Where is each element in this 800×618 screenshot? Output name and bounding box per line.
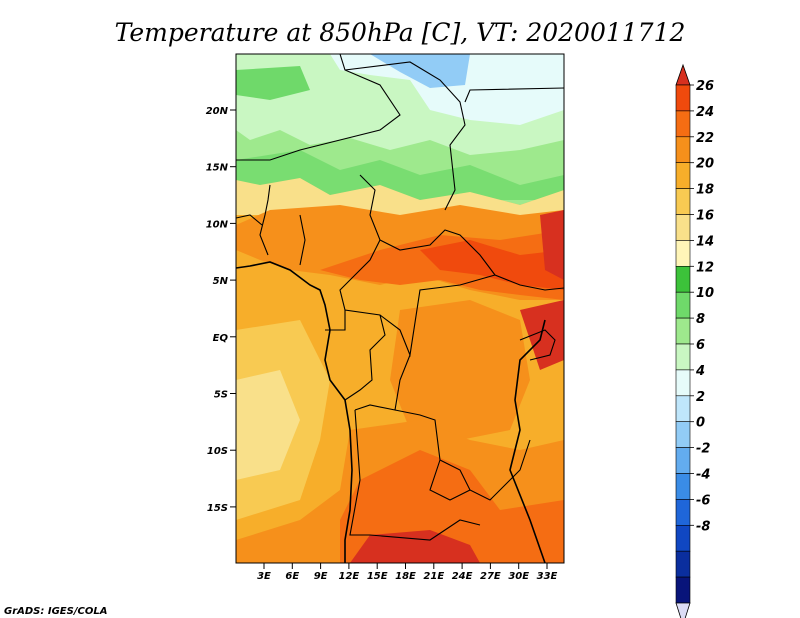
colorbar-swatch (675, 343, 691, 371)
colorbar-swatch (675, 291, 691, 319)
colorbar-tick-label: 6 (696, 338, 705, 353)
colorbar-tick-label: -2 (696, 442, 710, 457)
colorbar-tick-label: 4 (695, 364, 705, 379)
lon-tick-label: 21E (423, 571, 444, 582)
colorbar-tick-label: 22 (696, 131, 714, 146)
lon-tick-label: 18E (395, 571, 416, 582)
lon-tick-label: 30E (508, 571, 529, 582)
colorbar-swatch (675, 162, 691, 189)
colorbar-swatch (675, 84, 691, 112)
lat-tick-label: 15N (206, 163, 229, 174)
colorbar-swatch (675, 265, 691, 293)
colorbar-swatch (675, 447, 691, 474)
colorbar-swatch (675, 110, 691, 138)
temperature-map (236, 54, 564, 563)
lat-tick-label: 5N (213, 276, 229, 287)
colorbar-tick-label: 26 (696, 79, 714, 94)
colorbar-bottom-arrow (675, 602, 691, 618)
colorbar-tick-label: 8 (696, 312, 705, 327)
lat-tick-label: 10S (207, 446, 228, 457)
colorbar-tick-label: -6 (696, 493, 710, 508)
map-frame (235, 53, 565, 564)
lon-tick-label: 9E (314, 571, 328, 582)
colorbar-swatch (675, 395, 691, 422)
credit-text: GrADS: IGES/COLA (4, 606, 107, 617)
lat-tick-label: 20N (206, 106, 229, 117)
colorbar-tick-label: 24 (696, 105, 714, 120)
colorbar-tick-label: 20 (696, 157, 714, 172)
colorbar-swatch (675, 499, 691, 526)
lon-tick-label: 6E (285, 571, 299, 582)
colorbar-swatch (675, 136, 691, 164)
lon-tick-label: 24E (452, 571, 473, 582)
lon-tick-label: 3E (257, 571, 271, 582)
figure-title: Temperature at 850hPa [C], VT: 202001171… (115, 18, 686, 47)
colorbar-swatch (675, 524, 691, 552)
colorbar-top-arrow (675, 63, 691, 86)
colorbar-swatch (675, 188, 691, 215)
lat-tick-label: 5S (214, 390, 228, 401)
colorbar-swatch (675, 576, 691, 604)
lon-tick-label: 33E (537, 571, 558, 582)
colorbar-swatch (675, 421, 691, 448)
colorbar-tick-label: 2 (696, 390, 705, 405)
colorbar-swatch (675, 240, 691, 267)
colorbar-tick-label: 0 (696, 416, 705, 431)
colorbar-swatch (675, 550, 691, 578)
colorbar-swatch (675, 473, 691, 500)
lon-tick-label: 15E (367, 571, 388, 582)
colorbar-tick-label: 14 (696, 234, 714, 249)
latitude-axis: 20N 15N 10N 5N EQ 5S 10S 15S (206, 106, 236, 514)
colorbar-swatch (675, 369, 691, 397)
colorbar-tick-label: 16 (696, 209, 714, 224)
colorbar-tick-label: 18 (696, 183, 714, 198)
colorbar-swatch (675, 317, 691, 345)
lon-tick-label: 12E (339, 571, 360, 582)
colorbar (675, 63, 691, 618)
lat-tick-label: 10N (206, 219, 229, 230)
colorbar-swatch (675, 214, 691, 241)
colorbar-tick-label: 12 (696, 260, 714, 275)
longitude-axis: 3E 6E 9E 12E 15E 18E 21E 24E 27E 30E 33E (257, 563, 558, 582)
lon-tick-label: 27E (480, 571, 501, 582)
colorbar-tick-label: -8 (696, 519, 710, 534)
colorbar-tick-label: -4 (696, 468, 710, 483)
lat-tick-label: 15S (207, 503, 228, 514)
lat-tick-label: EQ (213, 333, 229, 344)
colorbar-tick-label: 10 (696, 286, 714, 301)
